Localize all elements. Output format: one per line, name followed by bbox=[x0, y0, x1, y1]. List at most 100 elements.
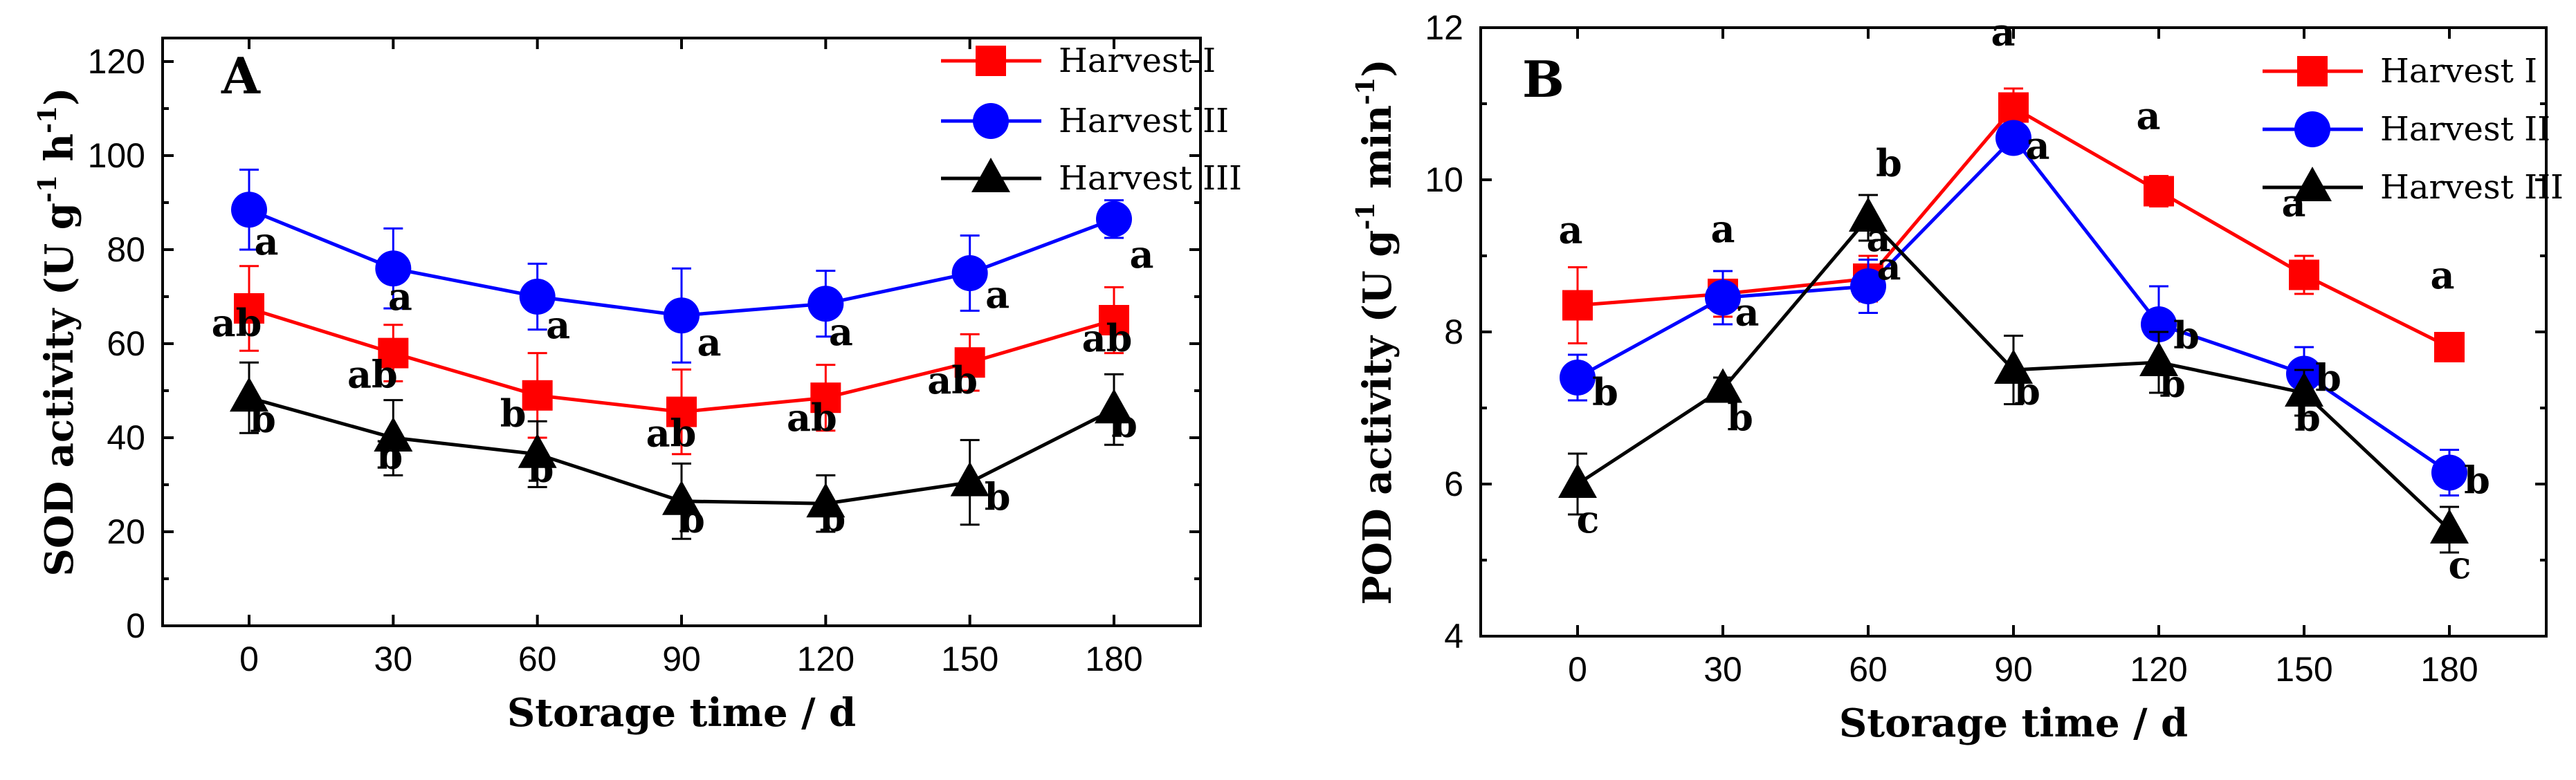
legend-marker bbox=[973, 103, 1009, 139]
data-point bbox=[1705, 279, 1741, 316]
y-axis-title-sup2: -1 bbox=[1351, 77, 1380, 105]
significance-label: b bbox=[2294, 396, 2321, 440]
legend-entry: Harvest III bbox=[2263, 167, 2564, 207]
data-point bbox=[662, 480, 701, 515]
x-tick-label: 90 bbox=[662, 640, 701, 678]
legend-label: Harvest III bbox=[2380, 168, 2564, 207]
x-tick-label: 30 bbox=[374, 640, 413, 678]
data-point bbox=[1558, 463, 1597, 498]
data-point bbox=[518, 433, 557, 468]
y-tick-label: 6 bbox=[1444, 465, 1463, 503]
y-tick-label: 0 bbox=[126, 606, 145, 645]
x-tick-label: 60 bbox=[518, 640, 557, 678]
series-3: bb bb b bb bbox=[230, 361, 1138, 541]
data-point bbox=[1998, 92, 2029, 123]
data-point bbox=[2434, 332, 2465, 362]
significance-label: b bbox=[2159, 362, 2186, 406]
x-tick-label: 120 bbox=[797, 640, 855, 678]
significance-label: a bbox=[1130, 232, 1154, 277]
significance-label: b bbox=[679, 497, 705, 541]
significance-label: a bbox=[2137, 94, 2161, 138]
legend-marker bbox=[2293, 167, 2332, 201]
y-axis-title-close: ) bbox=[1355, 59, 1400, 77]
data-point bbox=[1850, 268, 1886, 304]
data-point bbox=[1096, 201, 1132, 237]
significance-label: b bbox=[1876, 141, 1902, 185]
data-point bbox=[522, 380, 553, 411]
y-axis-title-sup1: -1 bbox=[1351, 203, 1380, 230]
significance-label: c bbox=[1577, 497, 1600, 541]
legend-label: Harvest II bbox=[2380, 110, 2550, 149]
data-point bbox=[666, 396, 697, 427]
significance-label: b bbox=[819, 496, 846, 540]
legend-entry: Harvest II bbox=[2263, 110, 2550, 149]
data-point bbox=[1995, 120, 2031, 156]
significance-label: b bbox=[1592, 370, 1618, 414]
data-point bbox=[806, 483, 846, 518]
significance-label: a bbox=[1877, 244, 1901, 288]
y-axis-title-main: SOD activity (U g bbox=[37, 203, 82, 577]
series-2: a a a a a a a bbox=[231, 168, 1154, 364]
data-point bbox=[2430, 509, 2469, 544]
significance-label: b bbox=[250, 397, 276, 441]
legend-entry: Harvest III bbox=[941, 158, 1242, 198]
data-point bbox=[230, 377, 268, 412]
significance-label: ab bbox=[347, 353, 398, 397]
data-point bbox=[807, 286, 844, 322]
chart-panel-b: 0 30 60 90 120 150 180 4 6 8 10 12 Storage time / d P… bbox=[1351, 8, 2564, 746]
x-tick-label: 180 bbox=[2420, 650, 2478, 689]
chart-panel-a: 0 30 60 90 120 150 180 0 20 40 60 80 100 120 Storage t… bbox=[33, 37, 1242, 736]
x-axis-title: Storage time / d bbox=[507, 690, 856, 736]
x-tick-label: 120 bbox=[2130, 650, 2187, 689]
data-point bbox=[2431, 454, 2467, 491]
legend-entry: Harvest II bbox=[941, 102, 1229, 140]
x-tick-label: 90 bbox=[1994, 650, 2033, 689]
x-tick-label: 0 bbox=[1568, 650, 1587, 689]
y-tick-label: 12 bbox=[1425, 8, 1463, 47]
data-point bbox=[519, 279, 556, 315]
legend-label: Harvest I bbox=[2380, 52, 2537, 91]
y-axis-title-sup1: -1 bbox=[33, 175, 62, 203]
data-point bbox=[810, 382, 841, 414]
y-axis-title: SOD activity (U g-1 h-1) bbox=[33, 87, 82, 576]
significance-label: b bbox=[2315, 356, 2341, 400]
legend-marker bbox=[976, 46, 1006, 76]
panel-label: A bbox=[221, 46, 261, 105]
data-point bbox=[1560, 360, 1596, 396]
data-point bbox=[2141, 306, 2177, 342]
legend-marker bbox=[2297, 56, 2328, 86]
x-tick-label: 0 bbox=[239, 640, 259, 678]
significance-label: ab bbox=[646, 411, 697, 456]
significance-label: b bbox=[2464, 458, 2490, 503]
significance-label: a bbox=[829, 310, 853, 354]
x-axis-title: Storage time / d bbox=[1839, 700, 2188, 746]
data-point bbox=[954, 347, 985, 378]
significance-label: ab bbox=[787, 396, 837, 440]
data-point bbox=[2285, 372, 2323, 407]
significance-label: ab bbox=[927, 358, 978, 402]
data-point bbox=[1099, 305, 1129, 335]
data-point bbox=[378, 337, 409, 369]
data-point bbox=[2144, 176, 2174, 207]
y-axis-title-unit: h bbox=[37, 133, 82, 175]
significance-label: a bbox=[388, 275, 412, 319]
significance-label: b bbox=[985, 475, 1011, 519]
y-tick-label: 60 bbox=[107, 324, 145, 363]
data-point bbox=[374, 417, 413, 452]
significance-label: a bbox=[2026, 124, 2050, 168]
significance-label: a bbox=[546, 303, 570, 347]
data-point bbox=[664, 297, 700, 334]
y-axis-title: POD activity (U g-1 min-1) bbox=[1351, 59, 1400, 604]
y-axis-title-close: ) bbox=[37, 87, 82, 106]
significance-label: b bbox=[528, 447, 554, 491]
significance-label: a bbox=[1559, 208, 1583, 252]
data-point bbox=[2289, 259, 2319, 290]
data-point bbox=[231, 192, 267, 228]
data-point bbox=[1562, 290, 1593, 321]
significance-label: a bbox=[1711, 207, 1735, 251]
y-tick-label: 4 bbox=[1444, 617, 1463, 656]
data-point bbox=[375, 250, 412, 287]
